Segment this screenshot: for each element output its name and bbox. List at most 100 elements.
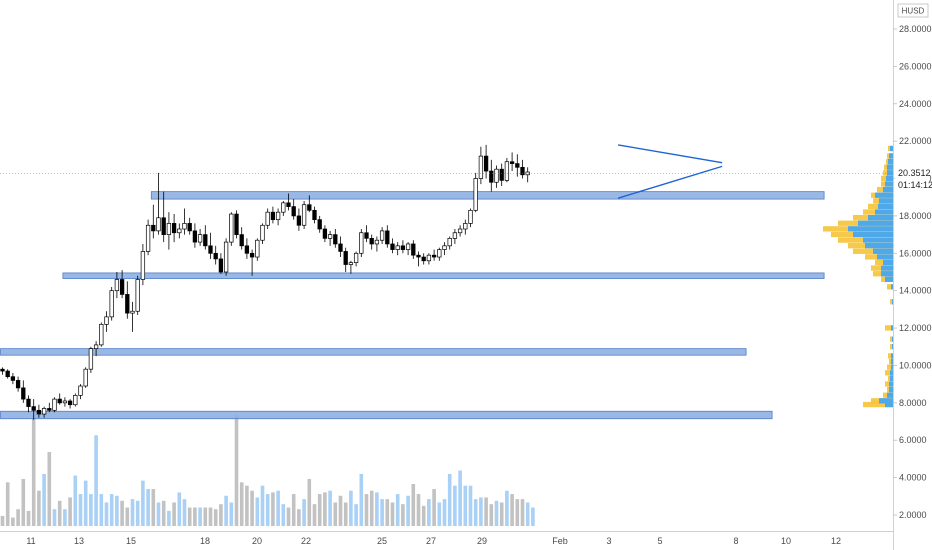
- candle-body: [151, 224, 156, 232]
- candle-body: [21, 387, 26, 400]
- candle-body: [275, 211, 281, 221]
- symmetrical-triangle[interactable]: [617, 144, 723, 199]
- candle-body: [301, 204, 307, 226]
- candle-body: [130, 310, 135, 314]
- volume-bar: [297, 509, 301, 526]
- volume-profile-row-up: [891, 358, 893, 365]
- candle-body: [374, 239, 380, 245]
- volume-profile-row-up: [883, 186, 893, 193]
- volume-bar: [120, 500, 124, 526]
- candle-body: [26, 398, 31, 407]
- volume-bar: [354, 504, 358, 526]
- candle-body: [322, 228, 328, 239]
- volume-bar: [234, 415, 239, 526]
- volume-profile-row-up: [889, 386, 893, 393]
- price-zone[interactable]: [0, 348, 747, 356]
- x-tick-label: 11: [26, 536, 35, 546]
- volume-bar: [385, 499, 390, 526]
- candle: [405, 242, 411, 256]
- candle-body: [379, 230, 385, 241]
- candle-body: [499, 168, 504, 181]
- y-tick-label: 4.0000: [899, 473, 927, 483]
- volume-bar: [390, 502, 395, 526]
- volume-bar: [104, 502, 109, 526]
- candle: [255, 238, 260, 261]
- candle: [468, 208, 473, 228]
- x-tick-label: 25: [377, 536, 387, 546]
- candle: [286, 193, 291, 211]
- candle: [218, 253, 224, 274]
- volume-bar: [250, 490, 254, 526]
- volume-profile-row-up: [885, 276, 893, 282]
- symbol-box[interactable]: [897, 3, 929, 18]
- candle: [114, 272, 120, 299]
- volume-profile-row-up: [885, 401, 893, 408]
- candle: [390, 238, 395, 254]
- volume-profile-row-up: [873, 248, 893, 254]
- candle: [260, 223, 265, 244]
- candle-body: [312, 209, 317, 221]
- candle-body: [494, 168, 499, 183]
- candle: [504, 157, 510, 183]
- candle-body: [504, 161, 510, 181]
- volume-profile-row-up: [890, 375, 893, 382]
- support-resistance-zones[interactable]: [0, 191, 825, 420]
- candle-body: [135, 279, 140, 312]
- candle: [156, 172, 161, 235]
- candle-body: [177, 228, 182, 234]
- price-zone[interactable]: [62, 272, 825, 279]
- volume-bar: [167, 510, 171, 526]
- volume-profile-row-up: [890, 145, 893, 152]
- candle-body: [463, 223, 468, 230]
- triangle-lower-line[interactable]: [617, 165, 723, 199]
- candle-body: [208, 245, 213, 254]
- volume-profile-row-up: [848, 226, 893, 232]
- candle-body: [244, 245, 250, 254]
- candle-body: [229, 213, 234, 243]
- volume-bar: [375, 492, 379, 526]
- candle-body: [307, 204, 312, 211]
- candle-body: [333, 234, 338, 245]
- candle: [47, 402, 52, 413]
- candle: [197, 229, 203, 246]
- y-tick-label: 28.0000: [899, 24, 932, 34]
- volume-profile-row: [863, 401, 893, 408]
- candle-body: [509, 161, 515, 164]
- x-tick-label: 12: [831, 536, 841, 546]
- candle: [343, 247, 348, 272]
- volume-bar: [156, 502, 161, 526]
- last-price-tag: [895, 166, 929, 190]
- candle-body: [5, 370, 10, 378]
- candle-body: [213, 252, 218, 260]
- candle-body: [67, 400, 73, 406]
- candle-body: [0, 368, 5, 372]
- price-zone[interactable]: [0, 410, 773, 420]
- candle: [452, 229, 458, 244]
- volume-profile-row-up: [887, 170, 893, 176]
- volume-bar: [219, 504, 223, 526]
- candle: [457, 225, 463, 237]
- candle: [203, 225, 208, 250]
- candle-body: [83, 368, 88, 387]
- volume-profile-row-up: [892, 336, 893, 342]
- volume-bar: [109, 494, 114, 526]
- volume-profile-row-up: [879, 198, 893, 204]
- volume-bar: [484, 497, 488, 526]
- candle-body: [296, 215, 302, 226]
- y-tick-label: 18.0000: [899, 211, 932, 221]
- candle: [442, 242, 447, 256]
- volume-bar: [458, 470, 462, 526]
- volume-profile-row-up: [892, 343, 893, 350]
- volume-bar: [208, 507, 213, 526]
- candle: [239, 227, 244, 250]
- triangle-upper-line[interactable]: [617, 144, 723, 164]
- candle: [281, 200, 286, 216]
- volume-profile-row: [890, 336, 893, 342]
- symbol-label: HUSD: [902, 7, 925, 16]
- volume-bar: [281, 504, 286, 526]
- price-zone[interactable]: [150, 191, 825, 200]
- volume-profile-row-up: [868, 214, 893, 221]
- candle: [31, 399, 36, 420]
- y-tick-label: 22.0000: [899, 136, 932, 146]
